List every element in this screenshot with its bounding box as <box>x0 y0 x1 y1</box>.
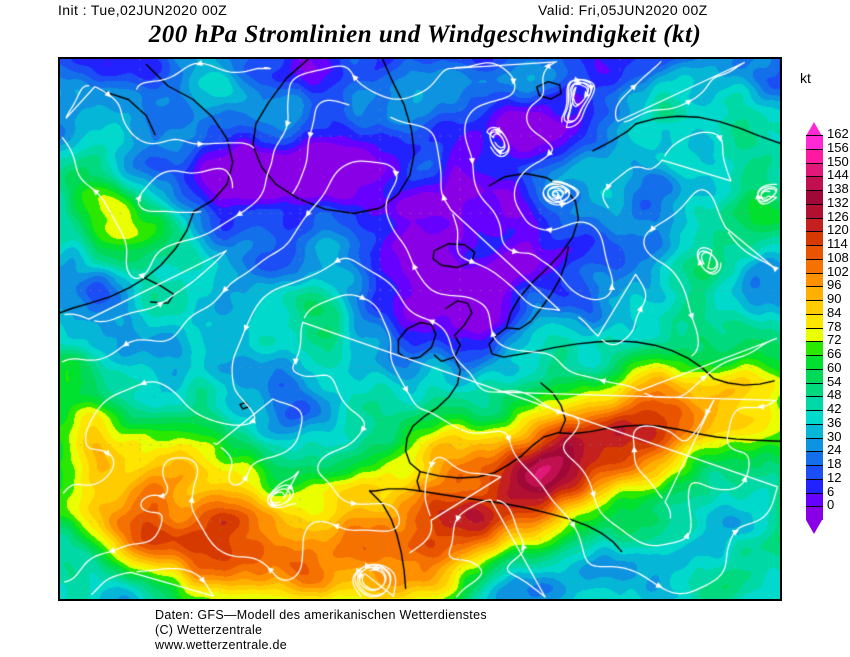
colorbar-tick-value: 24 <box>827 442 842 458</box>
page-title: 200 hPa Stromlinien und Windgeschwindigk… <box>148 21 702 48</box>
colorbar-tick: 18 <box>806 457 850 470</box>
colorbar-tick-value: 6 <box>827 483 835 499</box>
colorbar-band <box>806 437 823 452</box>
colorbar-tick: 132 <box>806 196 850 209</box>
colorbar-tick: 84 <box>806 306 850 319</box>
colorbar-tick: 66 <box>806 347 850 360</box>
colorbar-tick-value: 36 <box>827 414 842 430</box>
weather-map[interactable] <box>58 57 782 601</box>
colorbar-tick: 108 <box>806 251 850 264</box>
colorbar-tick-value: 126 <box>827 208 849 224</box>
colorbar-tick: 96 <box>806 278 850 291</box>
colorbar-band <box>806 300 823 314</box>
colorbar-band <box>806 313 823 328</box>
colorbar-tick: 42 <box>806 402 850 415</box>
colorbar-tick: 60 <box>806 361 850 374</box>
colorbar-band <box>806 245 823 259</box>
colorbar-tick: 120 <box>806 223 850 236</box>
colorbar-tick-value: 96 <box>827 277 842 293</box>
colorbar-tick: 138 <box>806 182 850 195</box>
colorbar-band <box>806 382 823 397</box>
colorbar-tick-value: 150 <box>827 153 849 169</box>
colorbar-tick-value: 18 <box>827 456 842 471</box>
colorbar-band <box>806 148 823 163</box>
footer-line-data: Daten: GFS—Modell des amerikanischen Wet… <box>155 608 487 622</box>
colorbar-band <box>806 272 823 287</box>
colorbar-tick-value: 42 <box>827 401 842 416</box>
colorbar-band <box>806 190 823 204</box>
colorbar-band <box>806 355 823 369</box>
colorbar-tick-value: 84 <box>827 304 842 320</box>
colorbar-tick: 126 <box>806 210 850 223</box>
colorbar-band <box>806 506 823 520</box>
colorbar-tick-value: 138 <box>827 181 849 196</box>
colorbar <box>806 135 823 520</box>
colorbar-tick: 90 <box>806 292 850 305</box>
colorbar-band <box>806 423 823 438</box>
colorbar-tick-value: 66 <box>827 346 842 361</box>
colorbar-tick: 144 <box>806 168 850 181</box>
colorbar-tick-value: 114 <box>827 236 848 251</box>
colorbar-top-arrow-icon <box>806 122 822 136</box>
colorbar-bottom-arrow-icon <box>806 520 822 534</box>
colorbar-tick: 78 <box>806 320 850 333</box>
valid-time-label: Valid: Fri,05JUN2020 00Z <box>538 2 708 18</box>
colorbar-tick: 150 <box>806 155 850 168</box>
colorbar-band <box>806 258 823 273</box>
colorbar-tick-value: 108 <box>827 249 849 265</box>
footer: Daten: GFS—Modell des amerikanischen Wet… <box>155 608 487 653</box>
colorbar-band <box>806 341 823 355</box>
colorbar-tick: 114 <box>806 237 850 250</box>
colorbar-tick: 48 <box>806 388 850 401</box>
colorbar-tick: 6 <box>806 485 850 498</box>
colorbar-unit-label: kt <box>800 70 811 86</box>
colorbar-band <box>806 465 823 479</box>
colorbar-tick: 30 <box>806 430 850 443</box>
colorbar-tick: 102 <box>806 265 850 278</box>
colorbar-tick-value: 30 <box>827 428 842 444</box>
init-time-label: Init : Tue,02JUN2020 00Z <box>58 2 228 18</box>
colorbar-band <box>806 203 823 218</box>
colorbar-band <box>806 135 823 149</box>
colorbar-tick-value: 132 <box>827 194 849 210</box>
colorbar-tick-value: 102 <box>827 263 849 279</box>
colorbar-band <box>806 451 823 465</box>
colorbar-band <box>806 231 823 245</box>
footer-line-website: www.wetterzentrale.de <box>155 638 288 652</box>
colorbar-band <box>806 327 823 342</box>
colorbar-tick-value: 78 <box>827 318 842 334</box>
colorbar-band <box>806 478 823 493</box>
colorbar-tick-value: 90 <box>827 291 842 306</box>
colorbar-tick: 12 <box>806 471 850 484</box>
colorbar-band <box>806 396 823 410</box>
colorbar-tick-value: 156 <box>827 139 849 155</box>
colorbar-band <box>806 162 823 177</box>
wind-speed-map-canvas <box>60 59 780 599</box>
colorbar-tick: 0 <box>806 498 850 511</box>
colorbar-tick: 36 <box>806 416 850 429</box>
colorbar-tick: 72 <box>806 333 850 346</box>
colorbar-band <box>806 492 823 507</box>
colorbar-tick-value: 48 <box>827 387 842 403</box>
colorbar-band <box>806 217 823 232</box>
colorbar-tick-value: 162 <box>827 126 849 141</box>
colorbar-band <box>806 410 823 424</box>
colorbar-band <box>806 368 823 383</box>
footer-line-copy: (C) Wetterzentrale <box>155 623 263 637</box>
colorbar-tick-value: 120 <box>827 222 849 238</box>
colorbar-tick-value: 60 <box>827 359 842 375</box>
colorbar-tick-value: 12 <box>827 469 842 485</box>
colorbar-band <box>806 176 823 190</box>
colorbar-tick-value: 144 <box>827 167 849 183</box>
colorbar-tick-value: 72 <box>827 332 842 348</box>
colorbar-tick: 24 <box>806 443 850 456</box>
colorbar-tick: 156 <box>806 141 850 154</box>
colorbar-tick: 162 <box>806 127 850 140</box>
colorbar-tick: 54 <box>806 375 850 388</box>
colorbar-tick-value: 54 <box>827 373 842 389</box>
colorbar-band <box>806 286 823 300</box>
colorbar-tick-labels: 0 6 12 18 24 30 36 42 48 54 60 66 72 78 84 90 96 102 108 11… <box>806 127 850 520</box>
colorbar-tick-value: 0 <box>827 497 835 513</box>
